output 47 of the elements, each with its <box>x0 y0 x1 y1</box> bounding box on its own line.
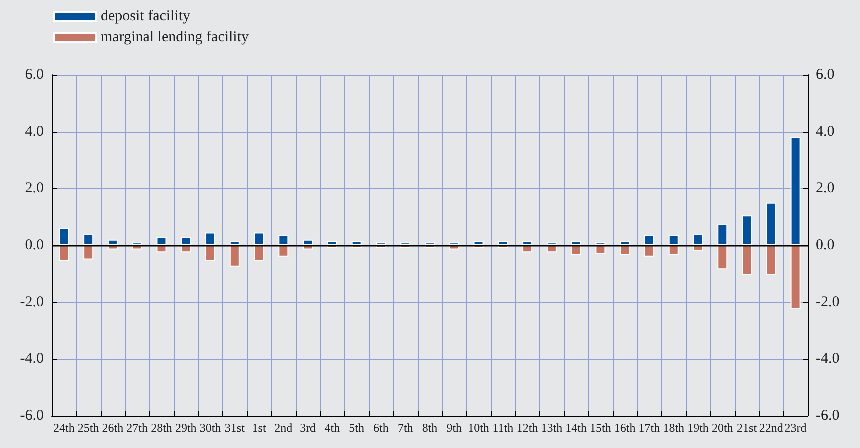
x-tick-label: 30th <box>200 421 222 435</box>
x-tick-label: 28th <box>151 421 172 435</box>
x-tick-label: 9th <box>446 421 462 435</box>
y2-tick-label: -2.0 <box>816 294 840 310</box>
y-tick-label: -4.0 <box>20 351 44 368</box>
x-tick-label: 12th <box>516 421 538 435</box>
x-tick-label: 19th <box>688 421 709 435</box>
x-tick-label: 18th <box>663 421 685 435</box>
y2-tick-label: 2.0 <box>816 180 835 197</box>
x-tick-label: 5th <box>349 421 365 435</box>
x-tick-label: 3rd <box>300 421 316 435</box>
x-tick-label: 1st <box>252 421 267 435</box>
x-tick-label: 13th <box>541 421 563 435</box>
y-tick-label: 6.0 <box>25 67 44 83</box>
y2-tick-label: -4.0 <box>816 351 840 368</box>
x-tick-label: 8th <box>422 421 438 435</box>
x-tick-label: 4th <box>324 421 340 435</box>
x-tick-label: 14th <box>566 421 587 435</box>
x-tick-label: 26th <box>102 421 124 435</box>
x-tick-label: 20th <box>712 421 734 435</box>
legend-label: deposit facility <box>101 8 192 24</box>
y-tick-label: 4.0 <box>25 124 44 140</box>
x-tick-label: 21st <box>737 421 758 435</box>
x-tick-label: 23rd <box>784 421 807 435</box>
x-tick-label: 24th <box>54 421 75 435</box>
x-tick-label: 7th <box>398 421 414 435</box>
x-tick-label: 22nd <box>759 421 784 435</box>
y-tick-label: 0.0 <box>25 238 44 254</box>
y-tick-label: -6.0 <box>20 408 44 424</box>
legend-label: marginal lending facility <box>101 30 250 46</box>
y-tick-label: 2.0 <box>25 180 44 197</box>
x-tick-label: 16th <box>614 421 636 435</box>
y-tick-label: -2.0 <box>20 294 44 310</box>
x-tick-label: 31st <box>224 421 246 435</box>
x-tick-label: 6th <box>374 421 389 435</box>
x-tick-label: 10th <box>468 421 490 435</box>
y2-tick-label: 6.0 <box>816 67 835 83</box>
x-tick-label: 11th <box>492 421 514 435</box>
y2-tick-label: 0.0 <box>816 238 835 254</box>
y2-tick-label: 4.0 <box>816 124 835 140</box>
x-tick-label: 29th <box>175 421 197 435</box>
x-tick-label: 15th <box>590 421 612 435</box>
y2-tick-label: -6.0 <box>816 408 840 424</box>
x-tick-label: 27th <box>126 421 148 435</box>
x-tick-label: 17th <box>638 421 660 435</box>
x-tick-label: 2nd <box>274 421 293 435</box>
x-tick-label: 25th <box>78 421 100 435</box>
